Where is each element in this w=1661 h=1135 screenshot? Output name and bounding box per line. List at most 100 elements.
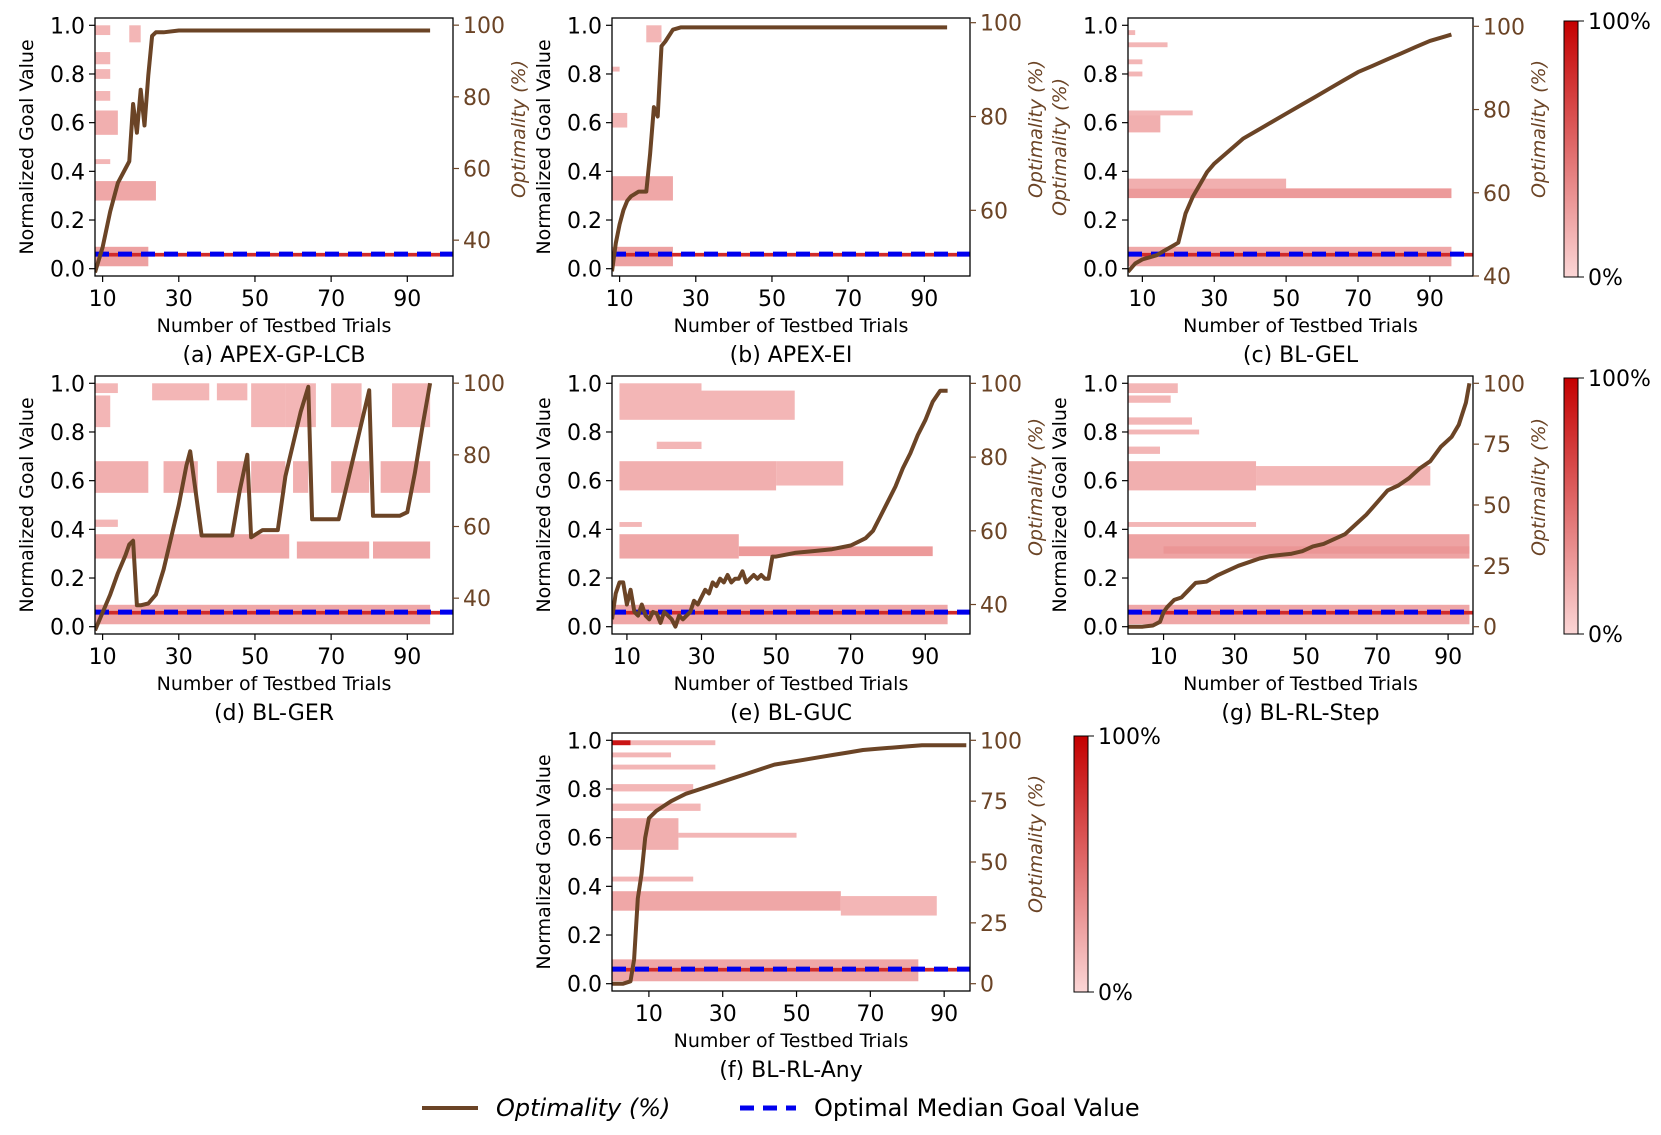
colorbar-bottom-label: 0%: [1098, 981, 1133, 1006]
panels: 10 30 50 70 900.00.20.40.60.81.0406080100Num…: [16, 12, 1550, 1083]
heatmap-band: [1128, 429, 1200, 435]
legend-item-optimality: Optimality (%): [422, 1094, 670, 1122]
heatmap: [612, 740, 970, 982]
y-tick-label: 0.0: [50, 258, 85, 283]
plot-frame: [611, 17, 971, 277]
y-axis-label: Normalized Goal Value: [533, 754, 555, 969]
y2-tick-label: 80: [980, 106, 1008, 131]
x-tick-label: 30: [682, 287, 710, 312]
heatmap: [95, 25, 453, 267]
plot-frame: [94, 17, 454, 277]
heatmap-band: [656, 441, 702, 450]
optimality-line: [612, 25, 948, 272]
y-axis-label: Normalized Goal Value: [1049, 397, 1071, 612]
heatmap: [95, 383, 453, 625]
panel-b: 10 30 50 70 90 0.0 0.2 0.4 0.6 0.8 1.0 60 80 100 Numbe…: [533, 12, 1047, 368]
heatmap: [1128, 383, 1473, 625]
heatmap-band: [840, 896, 937, 916]
y2-tick-label: 0: [980, 973, 994, 998]
x-axis-label: Number of Testbed Trials: [157, 315, 392, 337]
heatmap-band: [95, 181, 156, 201]
y-tick-label: 0.4: [567, 875, 602, 900]
optimality-line: [612, 743, 967, 986]
y2-tick-label: 100: [463, 14, 505, 39]
heatmap-band: [95, 395, 111, 428]
heatmap-band: [1128, 446, 1161, 454]
subplot-caption: (f) BL-RL-Any: [719, 1058, 862, 1083]
legend-label: Optimality (%): [496, 1094, 670, 1122]
x-tick-label: 50: [783, 1002, 811, 1027]
heatmap-band: [1128, 178, 1287, 189]
plot-frame: [94, 375, 454, 635]
heatmap-band: [1128, 417, 1193, 425]
colorbar: 100% 0%: [1073, 725, 1161, 1006]
heatmap-band: [95, 69, 111, 79]
heatmap-band: [612, 66, 620, 72]
heatmap-band: [619, 390, 795, 420]
heatmap-band: [95, 52, 111, 65]
heatmap-band: [95, 383, 118, 394]
heatmap-band: [612, 764, 716, 770]
y-tick-label: 0.2: [567, 924, 602, 949]
y2-axis-label: Optimality (%): [1528, 418, 1550, 556]
y-tick-label: 1.0: [567, 729, 602, 754]
x-tick-label: 50: [758, 287, 786, 312]
heatmap-band: [331, 383, 362, 428]
heatmap-band: [152, 383, 210, 401]
heatmap-band: [619, 461, 777, 491]
y-tick-label: 0.0: [50, 616, 85, 641]
y-tick-label: 0.6: [567, 470, 602, 495]
heatmap-band: [1128, 71, 1143, 77]
x-axis-label: Number of Testbed Trials: [674, 1030, 909, 1052]
y2-tick-label: 80: [463, 86, 491, 111]
x-tick-label: 90: [1416, 287, 1444, 312]
x-tick-label: 90: [393, 645, 421, 670]
y-axis-label: Normalized Goal Value: [16, 397, 38, 612]
x-tick-label: 50: [1272, 287, 1300, 312]
y2-tick-label: 0: [1483, 616, 1497, 641]
y-tick-label: 0.8: [50, 421, 85, 446]
y-axis-label: Normalized Goal Value: [16, 39, 38, 254]
x-tick-label: 90: [1434, 645, 1462, 670]
y2-tick-label: 25: [980, 912, 1008, 937]
heatmap-band: [612, 891, 841, 911]
subplot-caption: (a) APEX-GP-LCB: [182, 343, 365, 368]
y-tick-label: 0.6: [567, 827, 602, 852]
y-axis-label: Normalized Goal Value: [533, 39, 555, 254]
y-tick-label: 0.2: [567, 567, 602, 592]
y-tick-label: 0.8: [567, 63, 602, 88]
heatmap-band: [95, 519, 118, 527]
x-tick-label: 30: [165, 287, 193, 312]
heatmap-band: [373, 541, 431, 559]
x-tick-label: 30: [165, 645, 193, 670]
colorbar: 100% 0%: [1563, 367, 1651, 648]
optimality-line: [95, 28, 431, 273]
heatmap-band: [251, 461, 286, 493]
y-tick-label: 1.0: [1083, 14, 1118, 39]
optimality-line: [612, 388, 948, 629]
panel-d: 10 30 50 70 90 0.0 0.2 0.4 0.6 0.8 1.0 40 60 80 100 Num…: [16, 372, 505, 726]
heatmap-band: [612, 176, 673, 201]
y-tick-label: 0.2: [50, 209, 85, 234]
y-tick-label: 0.8: [567, 421, 602, 446]
colorbar-bottom-label: 0%: [1588, 623, 1623, 648]
y-tick-label: 0.4: [50, 518, 85, 543]
y-tick-label: 0.6: [50, 470, 85, 495]
y2-tick-label: 80: [1483, 99, 1511, 124]
y-axis-label: Normalized Goal Value: [533, 397, 555, 612]
x-tick-label: 90: [910, 287, 938, 312]
heatmap-band: [1256, 466, 1431, 486]
heatmap-band: [612, 784, 694, 792]
x-tick-label: 70: [317, 645, 345, 670]
y-tick-label: 0.8: [50, 63, 85, 88]
optimality-line: [1128, 32, 1452, 274]
y-tick-label: 0.6: [567, 112, 602, 137]
x-tick-label: 70: [1363, 645, 1391, 670]
y2-axis-label: Optimality (%): [1025, 60, 1047, 198]
y-tick-label: 0.8: [567, 778, 602, 803]
y-tick-label: 0.0: [1083, 258, 1118, 283]
y2-tick-label: 100: [980, 372, 1022, 397]
panel-a: 10 30 50 70 90 0.0 0.2 0.4 0.6 0.8 1.0 40 60 80 100 Num…: [16, 14, 530, 368]
y-tick-label: 0.0: [567, 973, 602, 998]
